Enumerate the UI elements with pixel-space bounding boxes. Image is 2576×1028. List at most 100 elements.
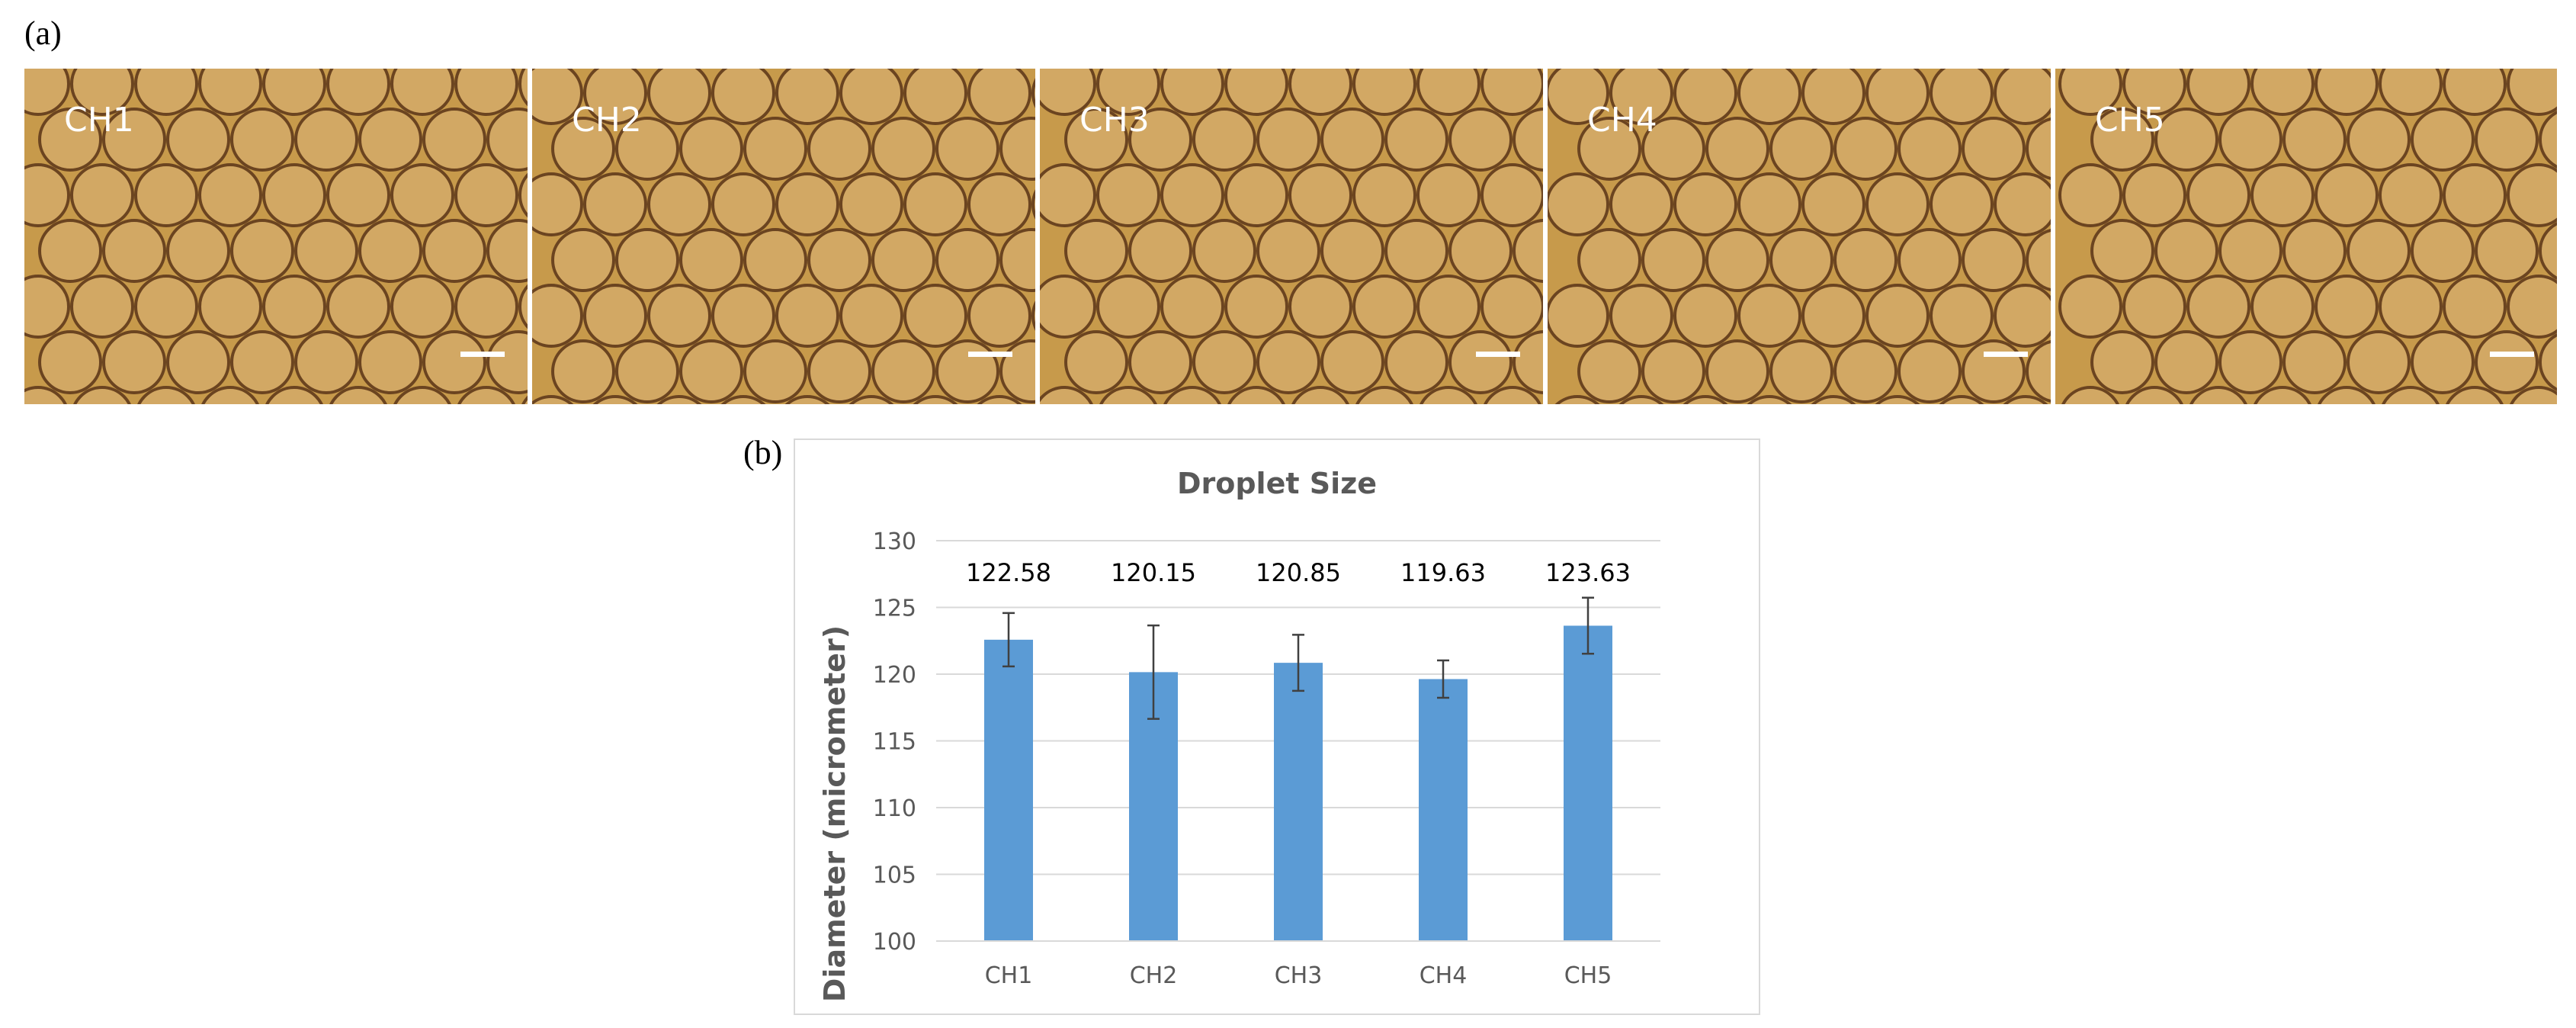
droplet [2186, 275, 2250, 339]
scale-bar [1476, 352, 1520, 357]
droplet [1163, 386, 1221, 404]
droplet [775, 69, 839, 125]
droplet [1480, 275, 1543, 339]
droplet [2379, 69, 2443, 116]
data-label: 122.58 [966, 558, 1051, 587]
droplet [615, 117, 679, 181]
droplet [1320, 108, 1384, 172]
droplet [583, 284, 647, 348]
droplet [486, 108, 528, 172]
droplet [518, 69, 528, 107]
droplet [2154, 108, 2218, 172]
droplet [2218, 330, 2282, 394]
micrograph-ch1: CH1 [24, 69, 528, 404]
droplet-texture [1548, 69, 2051, 404]
scale-bar [2490, 352, 2534, 357]
droplet [1801, 69, 1865, 125]
droplet [532, 69, 583, 125]
bar [1419, 679, 1468, 941]
bar [1564, 625, 1612, 941]
droplet [1673, 172, 1737, 236]
droplet [1355, 386, 1413, 404]
droplet [2186, 69, 2250, 116]
droplet [2058, 163, 2122, 227]
droplet [743, 339, 807, 403]
droplet [1192, 219, 1256, 283]
droplet [73, 386, 131, 404]
droplet [2382, 386, 2440, 404]
droplet [1096, 69, 1160, 116]
droplet [102, 330, 166, 394]
droplet [1448, 108, 1513, 172]
droplet [1833, 117, 1898, 181]
error-bar [1147, 624, 1160, 720]
droplet [1865, 172, 1930, 236]
y-tick-labels: 100 105 110 115 120 125 130 [873, 528, 916, 956]
droplet [1064, 108, 1128, 172]
droplet [1288, 163, 1352, 227]
droplet [1224, 163, 1288, 227]
droplet [2254, 386, 2311, 404]
droplet [1641, 339, 1705, 403]
droplet [807, 117, 871, 181]
droplet [2026, 117, 2051, 181]
error-bar [1437, 659, 1449, 699]
droplet [592, 395, 638, 404]
data-label: 123.63 [1545, 558, 1631, 587]
droplet [743, 117, 807, 181]
droplet [38, 219, 102, 283]
droplet [1031, 300, 1035, 331]
droplet [615, 228, 679, 292]
droplet [2318, 386, 2376, 404]
droplet [134, 69, 198, 116]
droplet [2443, 163, 2507, 227]
droplet [326, 69, 390, 116]
droplet [1737, 284, 1801, 348]
droplet [1641, 228, 1705, 292]
droplet [871, 117, 935, 181]
droplet [1962, 339, 2026, 403]
droplet [1673, 69, 1737, 125]
droplet [166, 108, 230, 172]
y-tick-label: 130 [873, 528, 916, 555]
droplet [1484, 386, 1541, 404]
droplet [518, 284, 528, 329]
droplet [2061, 386, 2119, 404]
droplet [198, 275, 262, 339]
droplet [2507, 163, 2557, 227]
error-bar [1002, 612, 1015, 668]
droplet [2282, 330, 2347, 394]
droplet [977, 395, 1022, 404]
micrograph-label: CH4 [1587, 101, 1657, 140]
micrograph-strip: CH1 CH2 CH3 CH4 CH5 [24, 69, 2557, 404]
droplet [1128, 219, 1192, 283]
droplet [201, 386, 259, 404]
droplet [935, 339, 999, 403]
droplet [358, 219, 422, 283]
droplet [2411, 330, 2475, 394]
droplet [1833, 228, 1898, 292]
droplet [2539, 111, 2557, 169]
droplet-texture [2058, 69, 2557, 404]
y-axis-title: Diameter (micrometer) [818, 625, 852, 1002]
droplet [422, 108, 486, 172]
droplet [935, 228, 999, 292]
droplet [1865, 284, 1930, 348]
scale-bar [1984, 352, 2028, 357]
droplet [1705, 339, 1769, 403]
droplet [1939, 395, 1984, 404]
droplet [1256, 219, 1320, 283]
droplet [1256, 108, 1320, 172]
droplet [2189, 386, 2247, 404]
droplet [935, 117, 999, 181]
droplet [1416, 275, 1480, 339]
droplet [1811, 395, 1856, 404]
droplet [1352, 163, 1416, 227]
droplet [166, 330, 230, 394]
droplet [486, 330, 528, 394]
droplet [532, 172, 583, 236]
x-tick-labels: CH1 CH2 CH3 CH4 CH5 [985, 962, 1612, 989]
droplet [2026, 228, 2051, 292]
droplet [1513, 108, 1543, 172]
droplet [137, 386, 195, 404]
